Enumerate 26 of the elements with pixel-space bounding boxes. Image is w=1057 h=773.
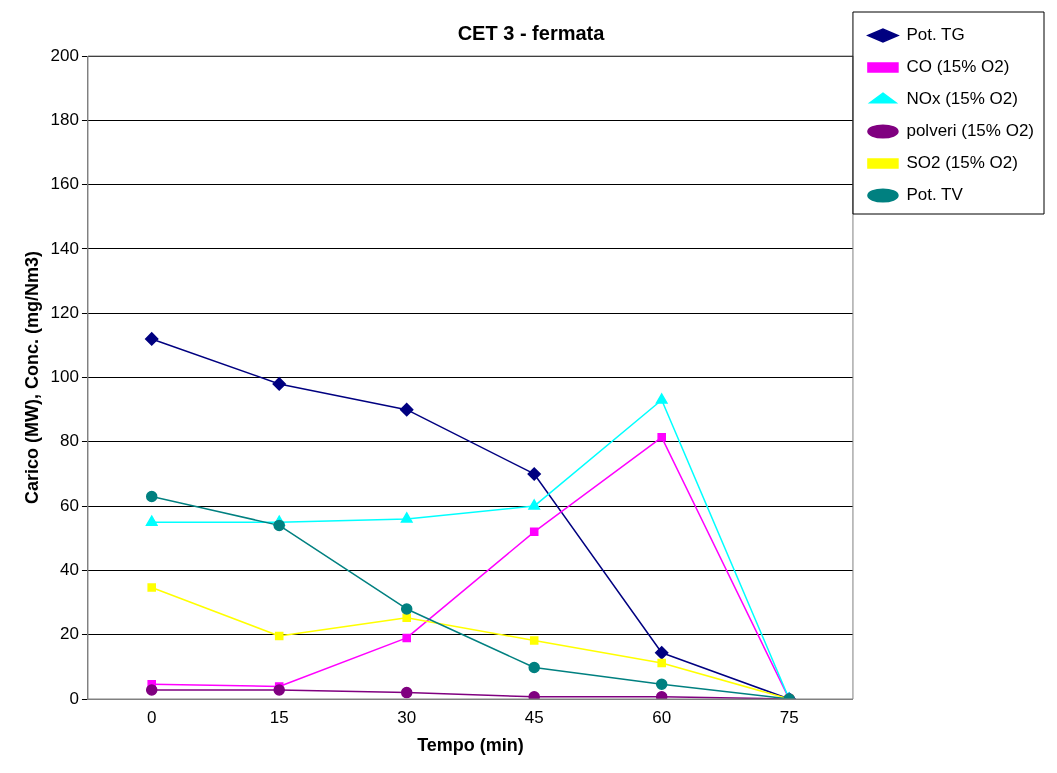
y-tick-label: 140 [50, 238, 79, 258]
x-axis-title: Tempo (min) [417, 735, 524, 756]
legend-label: CO (15% O2) [906, 57, 1010, 77]
legend-label: Pot. TV [906, 185, 964, 205]
y-tick-label: 120 [50, 302, 79, 322]
x-tick-label: 75 [779, 707, 799, 727]
y-tick-label: 180 [50, 109, 79, 129]
y-tick-label: 80 [60, 431, 79, 451]
legend-label: NOx (15% O2) [906, 89, 1018, 109]
y-tick-label: 0 [69, 688, 79, 708]
x-tick-label: 30 [397, 707, 417, 727]
y-tick-label: 160 [50, 174, 79, 194]
legend-label: SO2 (15% O2) [906, 153, 1018, 173]
y-axis-title: Carico (MW), Conc. (mg/Nm3) [21, 250, 42, 505]
x-tick-label: 60 [652, 707, 672, 727]
x-tick-label: 15 [269, 707, 289, 727]
y-tick-label: 40 [60, 560, 79, 580]
y-tick-label: 60 [60, 495, 79, 515]
chart-title: CET 3 - fermata [457, 21, 606, 44]
legend-label: Pot. TG [906, 25, 965, 45]
x-tick-label: 0 [146, 707, 157, 727]
y-tick-label: 200 [50, 45, 79, 65]
legend-label: polveri (15% O2) [906, 121, 1035, 141]
x-tick-label: 45 [524, 707, 544, 727]
y-tick-label: 100 [50, 367, 79, 387]
y-tick-label: 20 [60, 624, 79, 644]
